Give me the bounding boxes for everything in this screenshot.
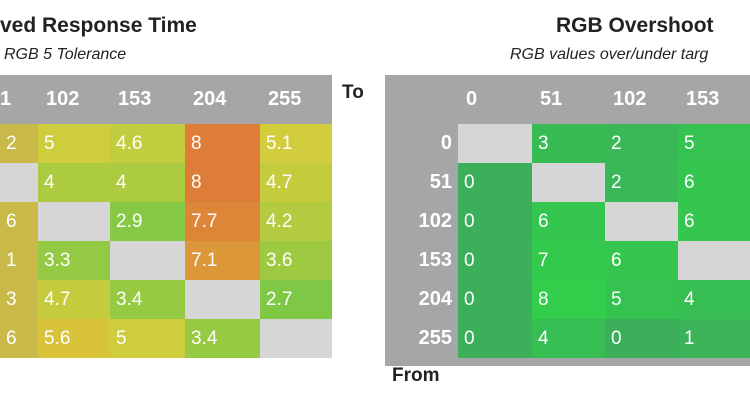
to-label: To <box>342 82 364 103</box>
empty-cell <box>678 241 750 280</box>
heat-cell: 6 <box>0 319 38 358</box>
header-band <box>0 75 332 124</box>
heat-cell: 5 <box>110 319 185 358</box>
overshoot-cell: 1 <box>678 319 750 358</box>
empty-cell <box>0 163 38 202</box>
heat-cell: 2.9 <box>110 202 185 241</box>
heat-cell: 2 <box>0 124 38 163</box>
heat-cell: 7.1 <box>185 241 260 280</box>
heat-cell: 4 <box>38 163 110 202</box>
overshoot-cell: 0 <box>458 241 532 280</box>
overshoot-cell: 5 <box>605 280 678 319</box>
overshoot-cell: 2 <box>605 163 678 202</box>
column-header: 153 <box>118 88 152 110</box>
column-header: 204 <box>193 88 227 110</box>
overshoot-cell: 0 <box>458 319 532 358</box>
heat-cell: 5.6 <box>38 319 110 358</box>
heat-cell: 4.7 <box>260 163 332 202</box>
overshoot-cell: 0 <box>458 163 532 202</box>
right-subtitle: RGB values over/under targ <box>510 46 709 63</box>
heat-cell: 3.4 <box>185 319 260 358</box>
overshoot-cell: 7 <box>532 241 605 280</box>
overshoot-cell: 3 <box>532 124 605 163</box>
heat-cell: 3.4 <box>110 280 185 319</box>
overshoot-cell: 6 <box>605 241 678 280</box>
heat-cell: 5.1 <box>260 124 332 163</box>
heat-cell: 4 <box>110 163 185 202</box>
heat-cell: 8 <box>185 163 260 202</box>
overshoot-cell: 6 <box>532 202 605 241</box>
empty-cell <box>185 280 260 319</box>
heat-cell: 8 <box>185 124 260 163</box>
overshoot-cell: 0 <box>605 319 678 358</box>
heat-cell: 6 <box>0 202 38 241</box>
heat-cell: 4.6 <box>110 124 185 163</box>
column-header: 51 <box>540 88 563 110</box>
overshoot-cell: 0 <box>458 202 532 241</box>
empty-cell <box>38 202 110 241</box>
overshoot-cell: 4 <box>678 280 750 319</box>
left-subtitle: RGB 5 Tolerance <box>4 46 127 63</box>
heat-cell: 1 <box>0 241 38 280</box>
overshoot-cell: 5 <box>678 124 750 163</box>
column-header: 0 <box>466 88 478 110</box>
heat-cell: 5 <box>38 124 110 163</box>
column-header: 102 <box>46 88 80 110</box>
overshoot-cell: 2 <box>605 124 678 163</box>
row-header: 102 <box>418 210 452 232</box>
heat-cell: 4.2 <box>260 202 332 241</box>
row-header: 153 <box>418 249 452 271</box>
empty-cell <box>532 163 605 202</box>
column-header: 153 <box>686 88 720 110</box>
row-header: 255 <box>418 327 452 349</box>
overshoot-cell: 8 <box>532 280 605 319</box>
heat-cell: 2.7 <box>260 280 332 319</box>
overshoot-cell: 6 <box>678 202 750 241</box>
heat-cell: 7.7 <box>185 202 260 241</box>
empty-cell <box>458 124 532 163</box>
heat-cell: 4.7 <box>38 280 110 319</box>
empty-cell <box>260 319 332 358</box>
overshoot-cell: 0 <box>458 280 532 319</box>
row-header: 204 <box>418 288 452 310</box>
right-title: RGB Overshoot <box>556 14 714 37</box>
heat-cell: 3.3 <box>38 241 110 280</box>
empty-cell <box>110 241 185 280</box>
from-label: From <box>392 365 440 386</box>
overshoot-cell: 6 <box>678 163 750 202</box>
column-header: 102 <box>613 88 647 110</box>
heat-cell: 3 <box>0 280 38 319</box>
row-header: 0 <box>440 132 452 154</box>
column-header: 1 <box>0 88 12 110</box>
column-header: 255 <box>268 88 302 110</box>
empty-cell <box>605 202 678 241</box>
heat-cell: 3.6 <box>260 241 332 280</box>
overshoot-cell: 4 <box>532 319 605 358</box>
row-header: 51 <box>429 171 452 193</box>
left-title: ved Response Time <box>0 14 197 37</box>
